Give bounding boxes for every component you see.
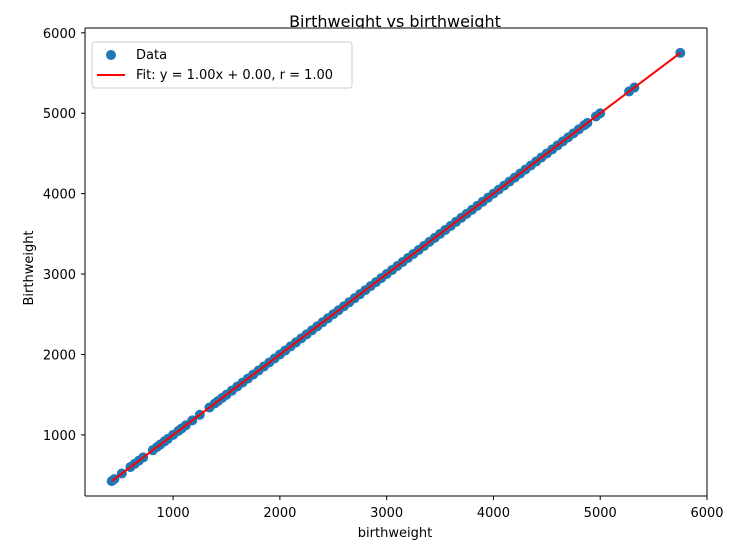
x-tick-label: 1000 [157,506,190,521]
y-axis-ticks: 1000 2000 3000 4000 5000 6000 [43,27,85,444]
y-tick-label: 6000 [43,27,76,42]
axes-frame [84,27,708,497]
legend-label-fit: Fit: y = 1.00x + 0.00, r = 1.00 [136,68,333,83]
x-axis-label: birthweight [358,526,432,541]
fit-line-layer [111,52,681,482]
chart-title: Birthweight vs birthweight [289,12,501,31]
x-axis-ticks: 1000 2000 3000 4000 5000 6000 [157,496,724,521]
y-axis-label: Birthweight [22,230,37,305]
fit-line [111,52,681,482]
legend: Data Fit: y = 1.00x + 0.00, r = 1.00 [91,41,353,89]
y-tick-label: 2000 [43,348,76,363]
y-tick-label: 4000 [43,188,76,203]
x-tick-label: 2000 [263,506,296,521]
x-tick-label: 4000 [477,506,510,521]
x-tick-label: 6000 [690,506,723,521]
legend-label-data: Data [136,48,167,63]
legend-box [91,41,353,89]
y-tick-label: 5000 [43,107,76,122]
y-tick-label: 1000 [43,429,76,444]
x-tick-label: 5000 [584,506,617,521]
legend-marker-data [106,50,116,60]
y-tick-label: 3000 [43,268,76,283]
x-tick-label: 3000 [370,506,403,521]
